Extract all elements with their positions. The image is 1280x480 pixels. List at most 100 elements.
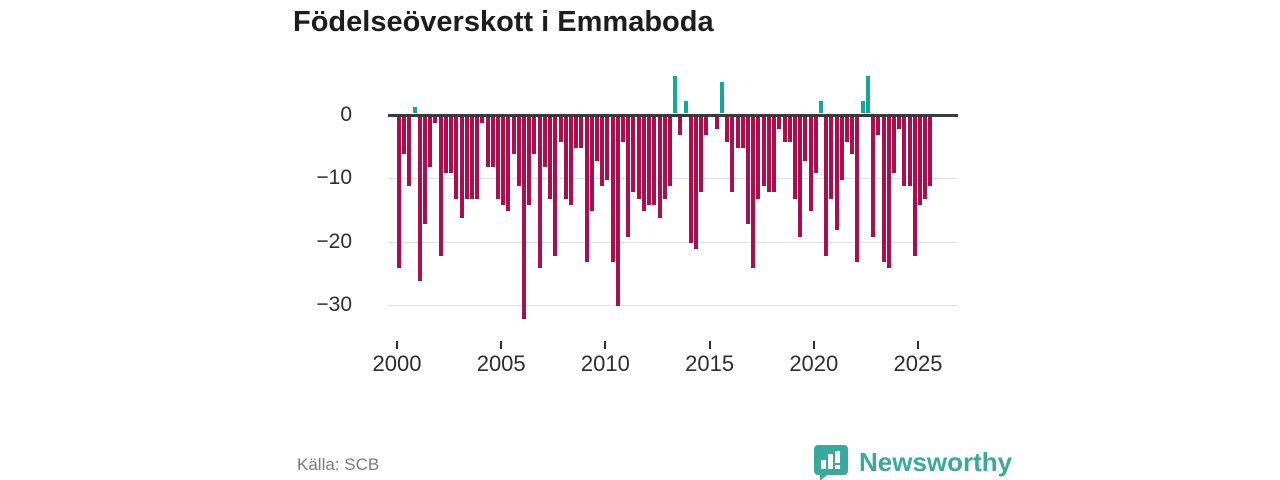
- y-tick-label: −20: [316, 229, 352, 253]
- bar: [495, 116, 500, 199]
- bar: [824, 116, 829, 256]
- bar: [657, 116, 662, 218]
- bar: [589, 116, 594, 212]
- bar: [891, 116, 896, 174]
- bar: [579, 116, 584, 149]
- bar: [532, 116, 537, 155]
- bar: [881, 116, 886, 263]
- bar: [860, 100, 865, 114]
- bar: [527, 116, 532, 206]
- bar: [819, 100, 823, 114]
- bar: [563, 116, 568, 199]
- y-tick-label: −30: [316, 292, 352, 316]
- bar: [615, 116, 620, 307]
- bar: [699, 116, 704, 193]
- bar: [792, 116, 797, 199]
- x-tick-label: 2005: [476, 351, 526, 376]
- x-tick-mark: [708, 341, 711, 349]
- bar: [865, 75, 870, 114]
- bar: [740, 116, 745, 149]
- bar: [787, 116, 792, 142]
- bar: [636, 116, 641, 199]
- bar: [464, 116, 469, 199]
- bar: [423, 116, 428, 225]
- bar: [594, 116, 599, 161]
- bar: [766, 116, 771, 193]
- brand-logo: Newsworthy: [812, 442, 1012, 480]
- bar: [918, 116, 922, 206]
- bar: [428, 116, 433, 168]
- bar: [782, 116, 787, 142]
- bar: [469, 116, 474, 199]
- bar: [662, 116, 667, 199]
- bar: [667, 116, 672, 187]
- bar: [600, 116, 605, 187]
- bar: [923, 116, 928, 199]
- bar: [839, 116, 844, 180]
- bar: [647, 116, 652, 206]
- bar: [777, 116, 782, 130]
- bar: [886, 116, 891, 269]
- bar: [417, 116, 422, 282]
- bar: [751, 116, 756, 269]
- bar: [876, 116, 881, 136]
- bar: [761, 116, 766, 187]
- brand-name: Newsworthy: [859, 446, 1013, 477]
- bar: [725, 116, 730, 142]
- bar: [829, 116, 834, 199]
- bar: [928, 116, 933, 187]
- bar: [433, 116, 438, 123]
- bar: [912, 116, 917, 256]
- bar: [808, 116, 813, 212]
- bar: [626, 116, 631, 237]
- zero-axis-line: [388, 113, 958, 117]
- source-note: Källa: SCB: [297, 455, 380, 474]
- bar: [683, 100, 688, 114]
- bar: [678, 116, 683, 136]
- x-tick-mark: [812, 341, 815, 349]
- bar: [621, 116, 626, 142]
- bar: [584, 116, 589, 263]
- bar: [704, 116, 709, 136]
- bar: [714, 116, 719, 130]
- bar: [735, 116, 740, 149]
- gridline: [388, 304, 958, 306]
- bar: [772, 116, 777, 193]
- bar: [475, 116, 480, 199]
- gridline: [388, 178, 958, 180]
- bar: [688, 116, 693, 244]
- bar: [511, 116, 516, 155]
- bar: [631, 116, 636, 193]
- bar: [443, 116, 448, 174]
- bar: [542, 116, 547, 168]
- bar: [574, 116, 579, 149]
- bar: [407, 116, 412, 187]
- bar: [548, 116, 553, 199]
- gridline: [388, 241, 958, 243]
- bar: [845, 116, 850, 142]
- bar: [871, 116, 876, 237]
- bar: [756, 116, 761, 199]
- plot-area: [388, 70, 958, 338]
- bar: [641, 116, 646, 212]
- bar: [459, 116, 464, 218]
- bar: [673, 75, 678, 114]
- bar: [803, 116, 808, 161]
- bar: [553, 116, 558, 256]
- bar: [610, 116, 615, 263]
- bar: [834, 116, 839, 231]
- bar: [902, 116, 907, 187]
- x-tick-label: 2020: [789, 351, 839, 376]
- y-tick-label: 0: [340, 103, 352, 126]
- bar: [652, 116, 657, 206]
- x-tick-mark: [396, 341, 398, 349]
- bar: [454, 116, 459, 199]
- bar: [501, 116, 506, 206]
- bar: [605, 116, 610, 180]
- bar: [813, 116, 818, 174]
- x-tick-label: 2000: [372, 351, 422, 376]
- bar: [397, 116, 401, 269]
- x-tick-mark: [500, 341, 503, 349]
- bar: [449, 116, 454, 174]
